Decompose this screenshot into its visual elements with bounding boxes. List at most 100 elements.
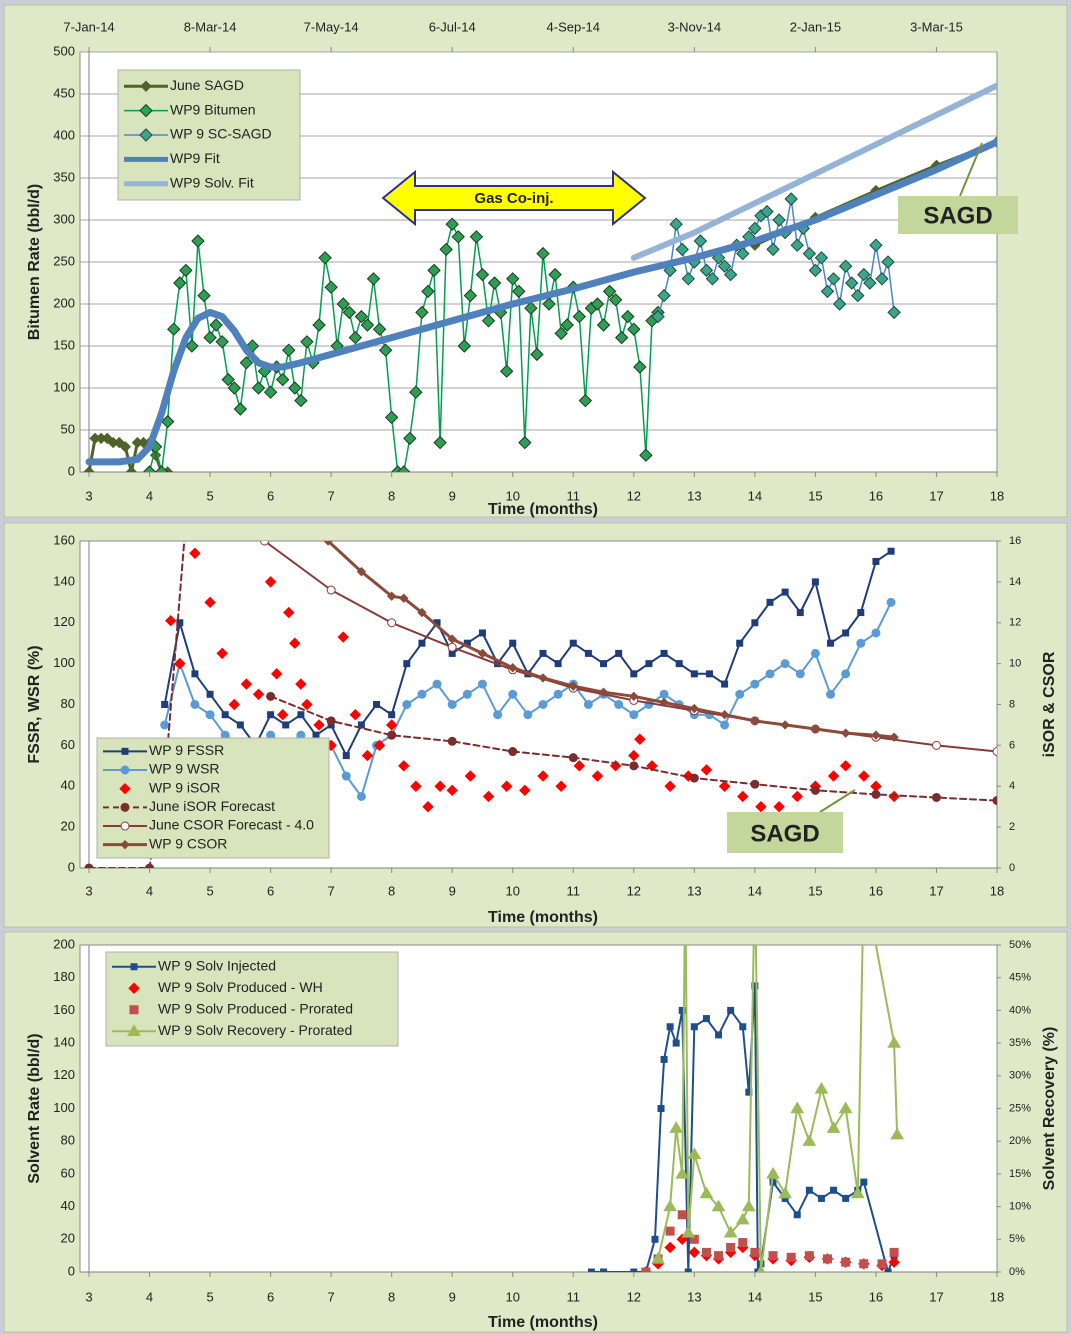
x-tick-label: 7 — [328, 1289, 335, 1304]
y-tick-label: 50 — [61, 421, 75, 436]
marker — [860, 1178, 868, 1186]
marker — [666, 1023, 674, 1031]
marker — [628, 749, 640, 762]
x2-tick-label: 8-Mar-14 — [184, 19, 237, 34]
marker — [859, 1259, 869, 1269]
marker — [810, 648, 820, 658]
marker — [723, 267, 738, 282]
marker — [251, 381, 266, 395]
marker — [378, 343, 393, 357]
y-tick-label: 200 — [53, 295, 75, 310]
marker — [276, 709, 289, 721]
marker — [826, 272, 841, 286]
x-tick-label: 7 — [328, 488, 335, 503]
y-tick-label: 40 — [61, 1198, 75, 1213]
x-tick-label: 17 — [929, 488, 943, 503]
marker — [810, 785, 820, 795]
marker — [827, 639, 835, 647]
marker — [445, 217, 459, 231]
marker — [719, 710, 730, 720]
marker — [508, 689, 518, 699]
y-tick-label: 350 — [53, 169, 75, 184]
marker — [820, 284, 835, 299]
marker — [536, 246, 550, 261]
marker — [361, 749, 374, 762]
x-tick-label: 16 — [869, 1289, 883, 1304]
y-tick-label: 100 — [53, 655, 75, 670]
x-tick-label: 3 — [85, 1289, 92, 1304]
marker — [203, 330, 217, 345]
marker — [349, 709, 362, 721]
x-tick-label: 10 — [505, 1289, 519, 1304]
legend-label: WP 9 FSSR — [149, 742, 224, 758]
y-tick-label: 100 — [53, 379, 75, 394]
legend-label: WP 9 WSR — [149, 761, 220, 777]
marker — [766, 242, 780, 257]
y-tick-label: 120 — [53, 614, 75, 629]
marker — [871, 730, 881, 740]
marker — [446, 784, 458, 797]
marker — [356, 566, 367, 577]
marker — [336, 297, 350, 311]
marker — [826, 1121, 841, 1133]
y2-tick-label: 50% — [1009, 939, 1031, 951]
marker — [804, 1251, 814, 1261]
y2-tick-label: 2 — [1009, 821, 1015, 833]
x2-tick-label: 3-Nov-14 — [668, 19, 721, 34]
marker — [681, 272, 695, 286]
marker — [657, 1105, 665, 1112]
marker — [464, 770, 477, 782]
marker — [288, 381, 302, 395]
marker — [282, 721, 290, 729]
marker — [478, 629, 486, 637]
marker — [190, 700, 200, 709]
chart-panel: 0 20 40 60 80 100 120 140 160 180 200 0% 5% 10% 15% 20%… — [3, 931, 1068, 1333]
marker — [189, 547, 201, 559]
marker — [857, 267, 871, 282]
x-tick-label: 16 — [869, 883, 883, 898]
marker — [699, 1186, 714, 1199]
marker — [221, 372, 235, 387]
marker — [721, 680, 729, 688]
marker — [651, 309, 665, 324]
marker — [663, 1199, 677, 1212]
marker — [688, 1246, 701, 1259]
legend-label: WP 9 iSOR — [149, 779, 220, 795]
marker — [702, 1015, 710, 1023]
marker — [887, 305, 901, 320]
y-tick-label: 250 — [53, 253, 75, 268]
marker — [84, 863, 94, 868]
marker — [717, 259, 732, 273]
marker — [766, 598, 774, 606]
marker — [629, 710, 639, 720]
marker — [814, 251, 829, 265]
marker — [427, 263, 441, 278]
marker — [432, 679, 442, 689]
legend-label: WP 9 Solv Recovery - Prorated — [158, 1022, 352, 1038]
marker — [875, 272, 889, 286]
marker — [373, 701, 381, 708]
marker — [720, 720, 730, 730]
x-tick-label: 8 — [388, 883, 395, 898]
x2-tick-label: 4-Sep-14 — [547, 19, 600, 34]
marker — [665, 1226, 675, 1236]
marker — [657, 288, 671, 303]
marker — [447, 700, 457, 709]
annotation-box — [898, 196, 1018, 234]
x-tick-label: 15 — [808, 488, 822, 503]
marker — [889, 1247, 899, 1257]
marker — [301, 698, 313, 711]
marker — [386, 591, 397, 601]
marker — [360, 318, 375, 332]
y2-tick-label: 40% — [1009, 1004, 1031, 1016]
legend-marker — [119, 782, 131, 795]
marker — [858, 770, 870, 782]
series-line — [85, 138, 997, 466]
marker — [602, 284, 617, 299]
marker — [145, 863, 155, 868]
legend-marker — [140, 80, 152, 92]
marker — [805, 1186, 813, 1194]
legend-label: WP9 Fit — [170, 150, 220, 166]
x-tick-label: 11 — [567, 488, 581, 503]
